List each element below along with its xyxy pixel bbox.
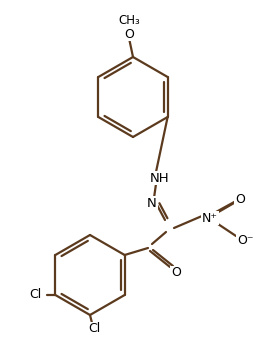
Text: N: N <box>147 196 157 210</box>
Text: CH₃: CH₃ <box>118 14 140 26</box>
Text: NH: NH <box>150 171 170 185</box>
Text: O: O <box>124 27 134 40</box>
Text: O: O <box>235 192 245 206</box>
Text: O⁻: O⁻ <box>237 233 253 246</box>
Text: O: O <box>171 266 181 280</box>
Text: N⁺: N⁺ <box>202 211 218 225</box>
Text: Cl: Cl <box>88 322 100 336</box>
Text: Cl: Cl <box>29 288 41 302</box>
